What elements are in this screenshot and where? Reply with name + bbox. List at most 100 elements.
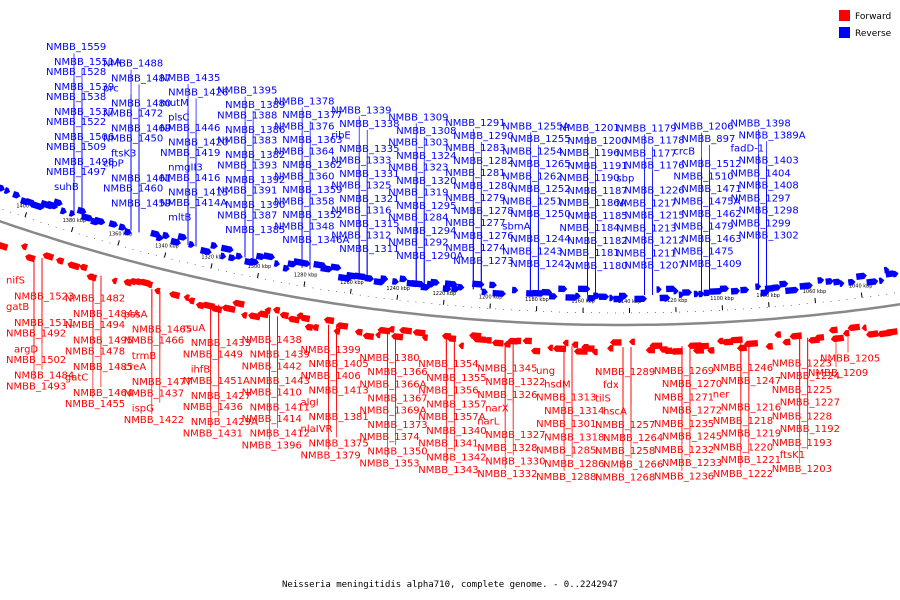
feature-label[interactable]: NMBB_1333 — [331, 155, 391, 166]
feature-label[interactable]: NMBB_1466 — [124, 336, 184, 347]
feature-label[interactable]: NMBB_1475A — [673, 197, 740, 208]
feature-label[interactable]: NMBB_1212 — [624, 236, 684, 247]
feature-label[interactable]: NMBB_1271 — [654, 392, 714, 403]
feature-label[interactable]: NMBB_1450 — [103, 134, 163, 145]
feature-label[interactable]: NMBB_1206 — [673, 122, 733, 133]
feature-label[interactable]: NMBB_1233 — [662, 458, 722, 469]
feature-label[interactable]: NMBB_1187 — [567, 186, 627, 197]
feature-label[interactable]: plsC — [168, 112, 189, 123]
feature-label[interactable]: NMBB_1357 — [426, 400, 486, 411]
feature-label[interactable]: narL — [477, 416, 500, 427]
feature-label[interactable]: NMBB_1439 — [250, 350, 310, 361]
feature-label[interactable]: NMBB_1362 — [282, 160, 342, 171]
feature-label[interactable]: NMBB_1177 — [616, 148, 676, 159]
feature-label[interactable]: NMBB_1374 — [359, 432, 419, 443]
feature-label[interactable]: NMBB_1356 — [418, 386, 478, 397]
feature-label[interactable]: NMBB_1252 — [510, 184, 570, 195]
feature-label[interactable]: NMBB_1342 — [426, 452, 486, 463]
feature-label[interactable]: NMBB_1325 — [331, 180, 391, 191]
feature-label[interactable]: NMBB_1178 — [624, 136, 684, 147]
feature-label[interactable]: NMBB_1338 — [339, 119, 399, 130]
feature-label[interactable]: NMBB_1363 — [282, 135, 342, 146]
feature-label[interactable]: NMBB_1246 — [713, 363, 773, 374]
feature-label[interactable]: gatC — [65, 373, 88, 384]
feature-label[interactable]: NMBB_1385 — [225, 225, 285, 236]
feature-label[interactable]: NMBB_1221 — [721, 455, 781, 466]
feature-label[interactable]: NMBB_1412 — [250, 429, 310, 440]
feature-label[interactable]: NMBB_1322 — [485, 377, 545, 388]
feature-label[interactable]: NMBB_1196 — [559, 148, 619, 159]
feature-label[interactable]: NMBB_1358 — [274, 196, 334, 207]
feature-label[interactable]: NMBB_1433 — [191, 338, 251, 349]
feature-label[interactable]: NMBB_1523 — [14, 292, 74, 303]
feature-label[interactable]: NMBB_1383 — [217, 136, 277, 147]
feature-label[interactable]: NMBB_1277 — [445, 218, 505, 229]
feature-label[interactable]: NMBB_1475 — [673, 247, 733, 258]
feature-label[interactable]: NMBB_1492 — [6, 329, 66, 340]
feature-label[interactable]: NMBB_1251 — [502, 196, 562, 207]
feature-label[interactable]: NMBB_1215 — [624, 211, 684, 222]
feature-label[interactable]: NMBB_1302 — [739, 230, 799, 241]
feature-label[interactable]: NMBB_1286 — [544, 459, 604, 470]
feature-label[interactable]: NMBB_1382 — [225, 150, 285, 161]
feature-label[interactable]: NMBB_1227 — [780, 397, 840, 408]
feature-label[interactable]: NMBB_1184 — [559, 223, 619, 234]
feature-label[interactable]: nifS — [6, 276, 25, 287]
feature-label[interactable]: NMBB_1488 — [103, 59, 163, 70]
feature-label[interactable]: NMBB_1294 — [396, 226, 456, 237]
feature-label[interactable]: NMBB_1201 — [559, 123, 619, 134]
feature-label[interactable]: NMBB_1262 — [502, 171, 562, 182]
feature-label[interactable]: NMBB_1209 — [808, 368, 868, 379]
feature-label[interactable]: NMBB_1312 — [331, 230, 391, 241]
feature-label[interactable]: NMBB_1443 — [250, 376, 310, 387]
feature-label[interactable]: ner — [713, 390, 730, 401]
feature-label[interactable]: NMBB_1244 — [510, 234, 570, 245]
feature-label[interactable]: NMBB_1380 — [359, 353, 419, 364]
feature-label[interactable]: NMBB_1309 — [388, 112, 448, 123]
feature-label[interactable]: NMBB_1192 — [780, 424, 840, 435]
feature-label[interactable]: NMBB_1298 — [739, 205, 799, 216]
feature-label[interactable]: NMBB_1235 — [654, 419, 714, 430]
feature-label[interactable]: NMBB_1284 — [388, 212, 448, 223]
feature-label[interactable]: sbp — [616, 173, 634, 184]
feature-label[interactable]: NMBB_1381 — [309, 412, 369, 423]
feature-label[interactable]: NMBB_897 — [681, 134, 735, 145]
feature-label[interactable]: NMBB_1236 — [654, 472, 714, 483]
feature-label[interactable]: NMBB_1315 — [339, 219, 399, 230]
feature-label[interactable]: NMBB_1379 — [301, 450, 361, 461]
feature-label[interactable]: NMBB_1436 — [183, 402, 243, 413]
feature-label[interactable]: NMBB_1179 — [616, 123, 676, 134]
feature-label[interactable]: NMBB_1327 — [485, 430, 545, 441]
feature-label[interactable]: algI — [301, 398, 319, 409]
feature-label[interactable]: NMBB_1431 — [183, 429, 243, 440]
feature-label[interactable]: NMBB_1366A — [359, 379, 426, 390]
feature-label[interactable]: NMBB_1413 — [309, 386, 369, 397]
feature-label[interactable]: NMBB_1289 — [595, 367, 655, 378]
feature-label[interactable]: NMBB_1477 — [132, 377, 192, 388]
feature-label[interactable]: NMBB_1290 — [453, 131, 513, 142]
feature-label[interactable]: NMBB_1462 — [681, 209, 741, 220]
feature-label[interactable]: NMBB_1219 — [721, 429, 781, 440]
feature-label[interactable]: creA — [124, 362, 147, 373]
feature-label[interactable]: NMBB_1247 — [721, 376, 781, 387]
feature-label[interactable]: NMBB_1465 — [132, 324, 192, 335]
feature-label[interactable]: NMBB_1392 — [225, 175, 285, 186]
feature-label[interactable]: NMBB_1485 — [73, 362, 133, 373]
feature-label[interactable]: NMBB_1396 — [242, 441, 302, 452]
feature-label[interactable]: pssA — [124, 309, 148, 320]
feature-label[interactable]: NMBB_1357A — [418, 412, 485, 423]
feature-label[interactable]: NMBB_1390 — [225, 200, 285, 211]
feature-label[interactable]: NMBB_1243 — [502, 246, 562, 257]
feature-label[interactable]: hscA — [603, 407, 627, 418]
feature-label[interactable]: NMBB_1218 — [713, 416, 773, 427]
feature-label[interactable]: NMBB_1319 — [388, 187, 448, 198]
feature-label[interactable]: NMBB_1350 — [367, 446, 427, 457]
feature-label[interactable]: NMBB_1274 — [445, 243, 505, 254]
feature-label[interactable]: NMBB_1528 — [46, 67, 106, 78]
feature-label[interactable]: NMBB_1389 — [225, 100, 285, 111]
feature-label[interactable]: NMBB_1426 — [168, 87, 228, 98]
feature-label[interactable]: NMBB_1449 — [183, 349, 243, 360]
feature-label[interactable]: NMBB_1321 — [339, 194, 399, 205]
feature-label[interactable]: NMBB_1479 — [673, 222, 733, 233]
feature-label[interactable]: ftsK3 — [111, 148, 136, 159]
